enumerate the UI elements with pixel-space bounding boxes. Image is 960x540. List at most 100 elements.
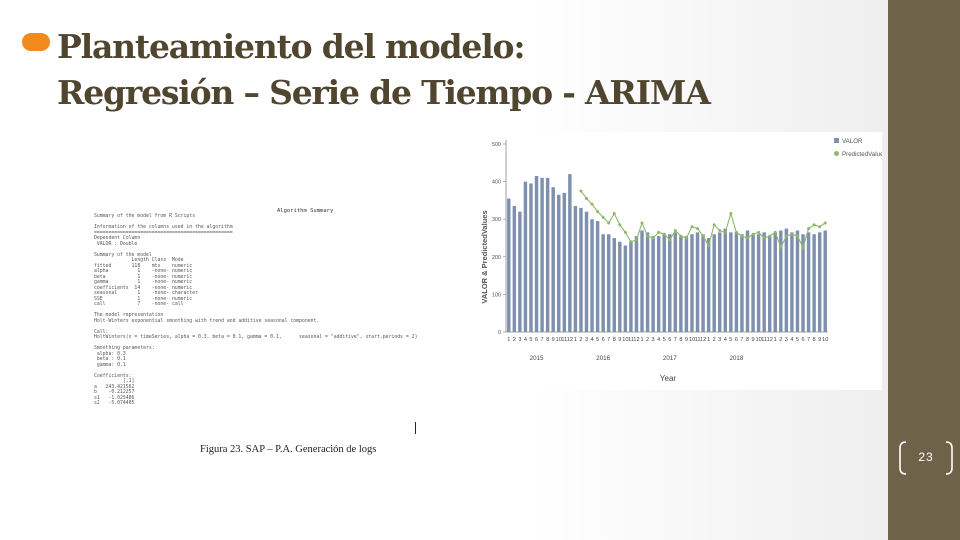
valor-bar — [695, 232, 700, 332]
predicted-value-point — [679, 234, 683, 238]
valor-bar — [645, 232, 650, 332]
x-tick-label: 3 — [585, 337, 588, 343]
valor-bar — [740, 234, 744, 332]
predicted-value-point — [818, 225, 822, 229]
predicted-value-point — [701, 234, 705, 238]
y-axis-title: VALOR & PredictedValues — [480, 210, 489, 303]
valor-bar — [701, 234, 705, 332]
valor-bar — [568, 174, 572, 332]
predicted-value-point — [585, 197, 588, 201]
predicted-value-point — [612, 212, 616, 216]
valor-bar — [668, 234, 672, 332]
predicted-value-point — [734, 230, 738, 234]
predicted-value-point — [707, 244, 711, 248]
valor-bar — [512, 206, 517, 332]
x-tick-label: 1 — [707, 337, 710, 343]
x-tick-label: 2 — [579, 337, 582, 343]
x-tick-label: 8 — [679, 337, 682, 343]
valor-bar — [806, 232, 811, 332]
x-tick-label: 11 — [761, 337, 767, 343]
valor-bar — [545, 177, 550, 332]
predicted-value-point — [590, 202, 594, 206]
year-label: 2016 — [596, 355, 610, 362]
predicted-value-point — [723, 230, 727, 234]
x-tick-label: 10 — [622, 337, 628, 343]
predicted-value-point — [596, 210, 600, 214]
x-tick-label: 11 — [695, 337, 701, 343]
predicted-value-point — [640, 221, 644, 225]
x-tick-label: 4 — [657, 337, 660, 343]
valor-bar — [529, 183, 533, 332]
valor-bar — [623, 245, 628, 332]
valor-bar — [745, 230, 750, 332]
predicted-value-point — [795, 234, 799, 238]
valor-bar — [518, 211, 522, 332]
x-tick-label: 7 — [807, 337, 810, 343]
valor-bar — [606, 234, 611, 332]
year-label: 2017 — [663, 355, 677, 362]
x-tick-label: 5 — [596, 337, 599, 343]
valor-bar — [573, 206, 578, 332]
predicted-value-point — [729, 212, 733, 216]
orange-bullet-icon — [22, 33, 50, 51]
valor-bar — [551, 187, 555, 332]
predicted-value-point — [746, 236, 749, 240]
x-tick-label: 6 — [668, 337, 671, 343]
predicted-value-point — [629, 240, 633, 244]
predicted-value-point — [718, 228, 722, 232]
predicted-value-point — [696, 227, 700, 231]
x-tick-label: 9 — [685, 337, 688, 343]
predicted-value-point — [579, 189, 583, 193]
predicted-value-point — [751, 232, 755, 236]
page-number: 23 — [918, 450, 934, 464]
slide-title-line1: Planteamiento del modelo: — [57, 27, 526, 66]
predicted-value-point — [768, 234, 772, 238]
valor-bar — [507, 198, 511, 332]
x-tick-label: 3 — [652, 337, 655, 343]
legend-valor-label: VALOR — [842, 138, 863, 145]
predicted-value-point — [757, 230, 761, 234]
valor-bar — [684, 236, 689, 332]
valor-bar — [618, 241, 622, 332]
valor-bar — [801, 234, 805, 332]
predicted-value-point — [662, 232, 666, 236]
valor-bar — [595, 221, 600, 332]
valor-bar — [590, 219, 594, 332]
x-tick-label: 3 — [785, 337, 788, 343]
x-tick-label: 6 — [735, 337, 738, 343]
x-tick-label: 11 — [628, 337, 634, 343]
x-tick-label: 5 — [529, 337, 532, 343]
x-tick-label: 8 — [746, 337, 749, 343]
valor-bar — [779, 230, 783, 332]
valor-bar — [762, 232, 766, 332]
predicted-value-point — [673, 228, 677, 232]
valor-bar — [562, 192, 567, 332]
predicted-value-point — [823, 221, 827, 225]
algorithm-summary-text: Summary of the model from R Scripts Info… — [94, 214, 417, 406]
slide-title-line2: Regresión – Serie de Tiempo - ARIMA — [57, 73, 711, 112]
valor-bar — [584, 211, 589, 332]
valor-bar — [557, 194, 561, 332]
x-tick-label: 8 — [546, 337, 549, 343]
valor-bar — [640, 230, 644, 332]
valor-bar — [662, 234, 666, 332]
predicted-value-point — [773, 230, 777, 234]
chart-legend: VALOR PredictedValue — [834, 138, 882, 158]
predicted-value-point — [684, 236, 688, 240]
x-tick-label: 10 — [755, 337, 761, 343]
x-tick-label: 4 — [590, 337, 593, 343]
valor-bar — [790, 232, 794, 332]
y-tick-label: 0 — [498, 330, 501, 336]
predicted-value-point — [607, 221, 611, 225]
valor-bar — [579, 207, 583, 332]
predicted-value-point — [618, 223, 622, 227]
valor-bar — [723, 228, 728, 332]
x-tick-label: 5 — [663, 337, 666, 343]
y-tick-label: 200 — [492, 255, 501, 261]
x-tick-label: 4 — [724, 337, 727, 343]
valor-bar — [656, 236, 661, 332]
predicted-value-point — [601, 215, 605, 219]
x-tick-label: 12 — [767, 337, 773, 343]
algorithm-summary-title: Algorithm Summary — [277, 208, 334, 214]
